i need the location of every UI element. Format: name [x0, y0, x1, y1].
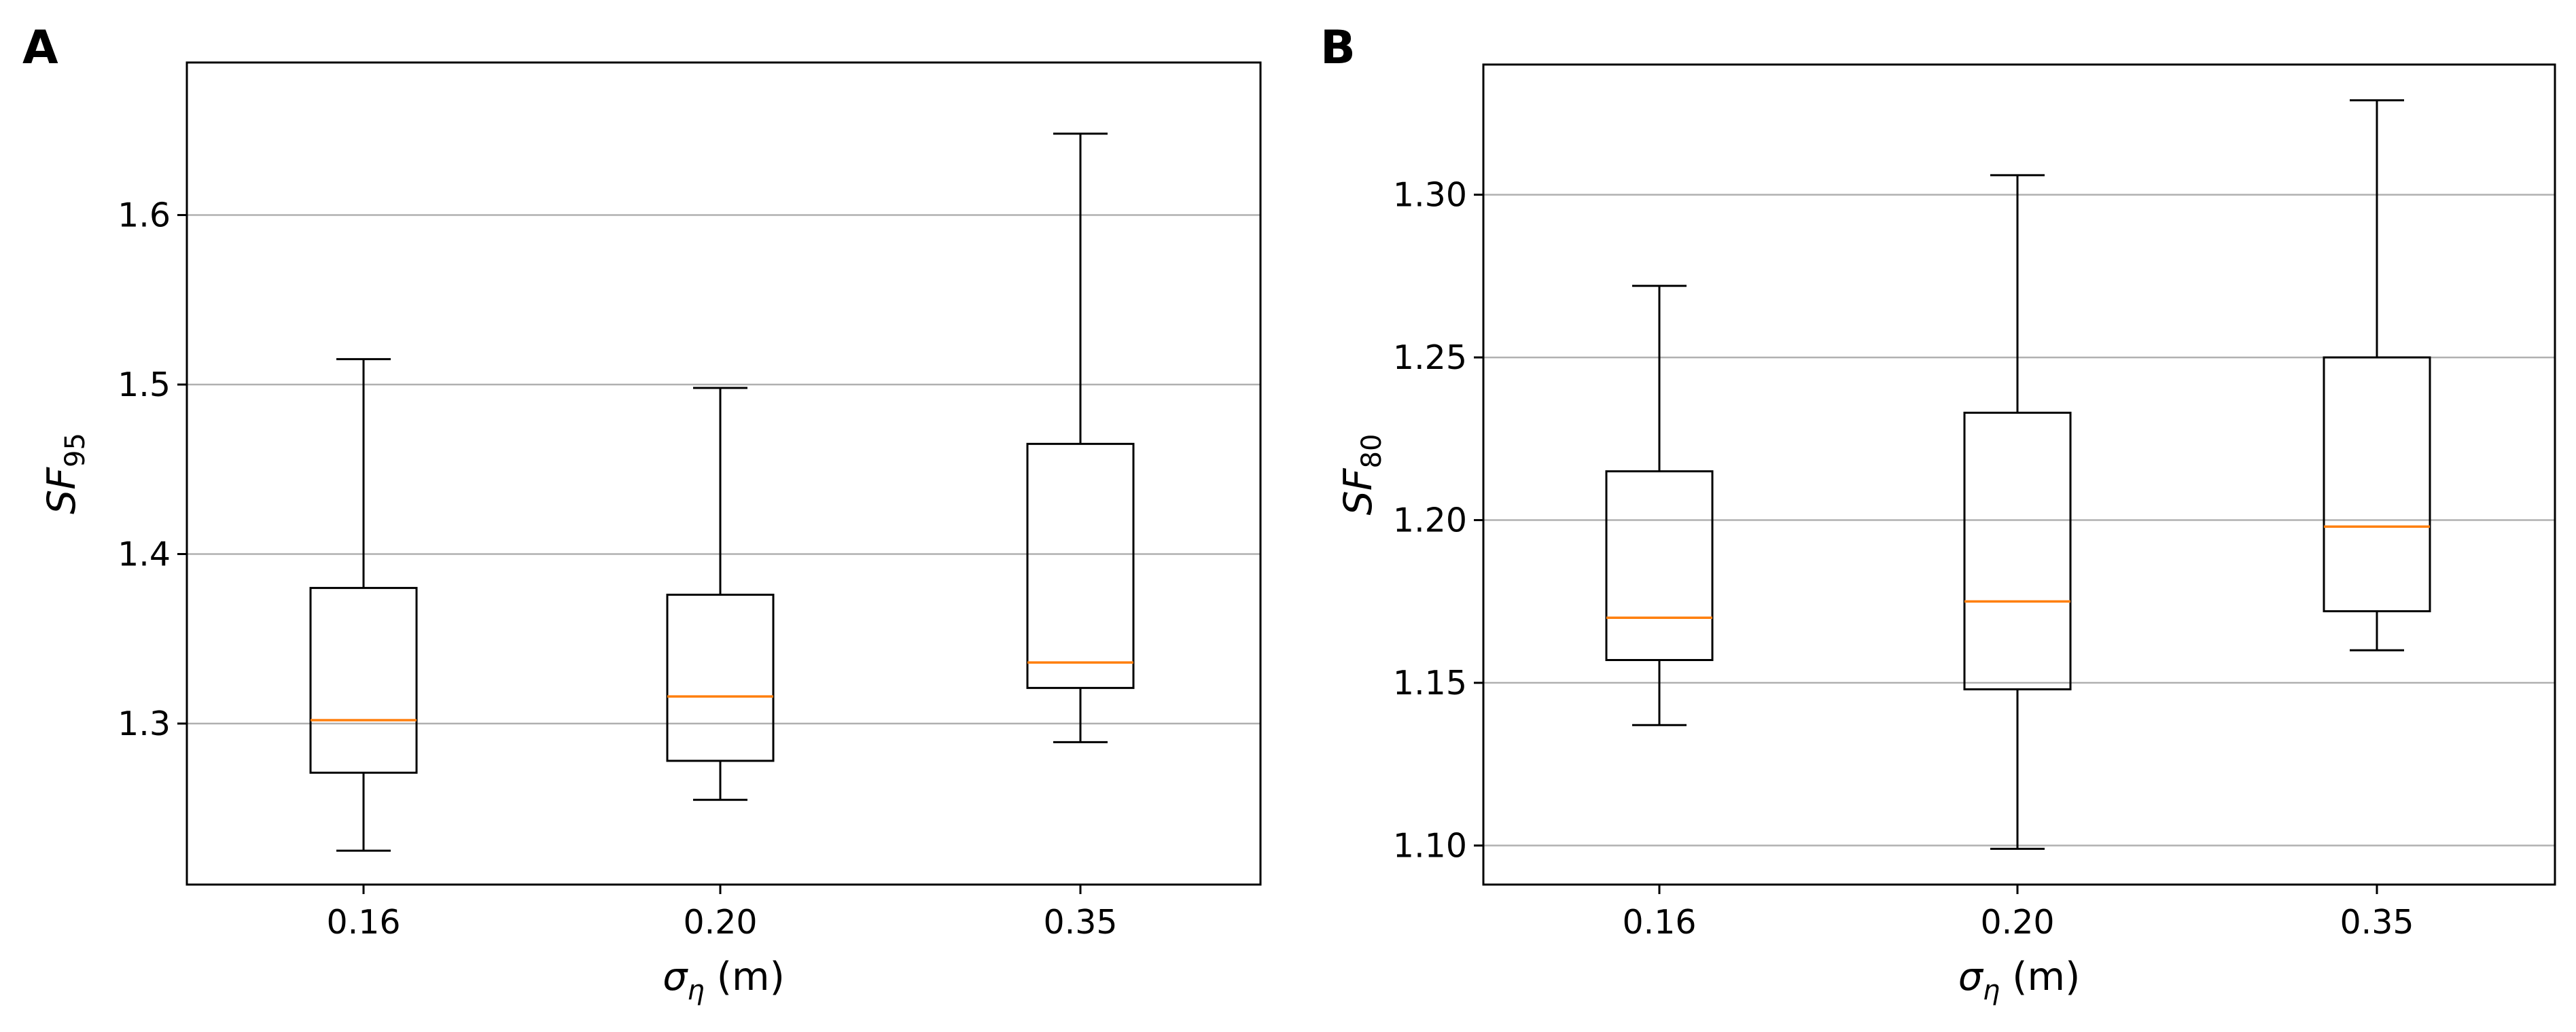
x-tick-label: 0.16 — [1622, 903, 1696, 942]
panel-a-ylabel-subscript: 95 — [60, 433, 91, 467]
y-tick-label: 1.10 — [1393, 827, 1467, 866]
x-tick-label: 0.16 — [326, 903, 400, 942]
iqr-box — [1026, 442, 1135, 690]
panel-b-y-axis-label: SF80 — [1336, 434, 1388, 516]
panel-b-ylabel-main: SF — [1336, 467, 1381, 515]
x-tick-label: 0.35 — [1043, 903, 1117, 942]
panel-b-xlabel-unit: (m) — [2000, 955, 2080, 999]
y-tick-label: 1.4 — [118, 535, 171, 574]
panel-a-label: A — [22, 21, 58, 75]
x-tick-label: 0.35 — [2340, 903, 2414, 942]
x-tick-label: 0.20 — [1980, 903, 2054, 942]
panel-b-y-axis: 1.10 1.15 1.20 1.25 1.30 — [1393, 176, 1483, 866]
y-tick-label: 1.30 — [1393, 176, 1467, 215]
panel-b-xlabel-subscript: η — [1983, 975, 2000, 1006]
boxplot-0.35 — [1026, 132, 1135, 743]
y-tick-label: 1.20 — [1393, 501, 1467, 540]
panel-a-gridlines — [187, 214, 1260, 725]
panel-b-boxplots — [1605, 99, 2431, 850]
boxplot-0.35 — [2323, 99, 2431, 652]
panel-b-axes-frame — [1482, 63, 2556, 886]
panel-b-ylabel-subscript: 80 — [1356, 434, 1388, 469]
boxplot-0.20 — [666, 387, 775, 801]
panel-a-y-axis-label: SF95 — [39, 433, 91, 514]
panel-a-boxplots — [309, 132, 1135, 852]
panel-a-x-axis-label: ση (m) — [663, 955, 785, 1006]
panel-a-ylabel-main: SF — [39, 467, 84, 514]
iqr-box — [309, 586, 418, 774]
panel-b-x-axis-label: ση (m) — [1958, 955, 2081, 1006]
boxplot-0.16 — [1605, 285, 1714, 726]
x-tick-label: 0.20 — [683, 903, 757, 942]
iqr-box — [1963, 411, 2072, 691]
panel-b-x-axis: 0.16 0.20 0.35 — [1622, 885, 2414, 942]
panel-a-x-axis: 0.16 0.20 0.35 — [326, 885, 1118, 942]
y-tick-label: 1.25 — [1393, 338, 1467, 377]
iqr-box — [666, 593, 775, 762]
panel-b: B 1.10 1.15 1.20 1.25 1.30 0.16 0.20 0.35 ση (… — [1320, 21, 2556, 1006]
panel-a-xlabel-subscript: η — [687, 975, 704, 1006]
y-tick-label: 1.3 — [118, 705, 171, 743]
panel-a-y-axis: 1.3 1.4 1.5 1.6 — [118, 196, 187, 743]
iqr-box — [1605, 470, 1714, 662]
panel-b-xlabel-symbol: σ — [1958, 955, 1984, 999]
y-tick-label: 1.5 — [118, 366, 171, 404]
y-tick-label: 1.15 — [1393, 664, 1467, 702]
boxplot-0.20 — [1963, 174, 2072, 850]
boxplot-0.16 — [309, 358, 418, 852]
panel-a-xlabel-unit: (m) — [705, 955, 785, 999]
panel-a-axes-frame — [186, 61, 1262, 886]
panel-b-label: B — [1320, 21, 1356, 75]
iqr-box — [2323, 356, 2431, 613]
panel-a: A 1.3 1.4 1.5 1.6 0.16 0.20 0.35 ση (m) SF95 — [22, 21, 1262, 1006]
panel-a-xlabel-symbol: σ — [663, 955, 688, 999]
y-tick-label: 1.6 — [118, 196, 171, 235]
